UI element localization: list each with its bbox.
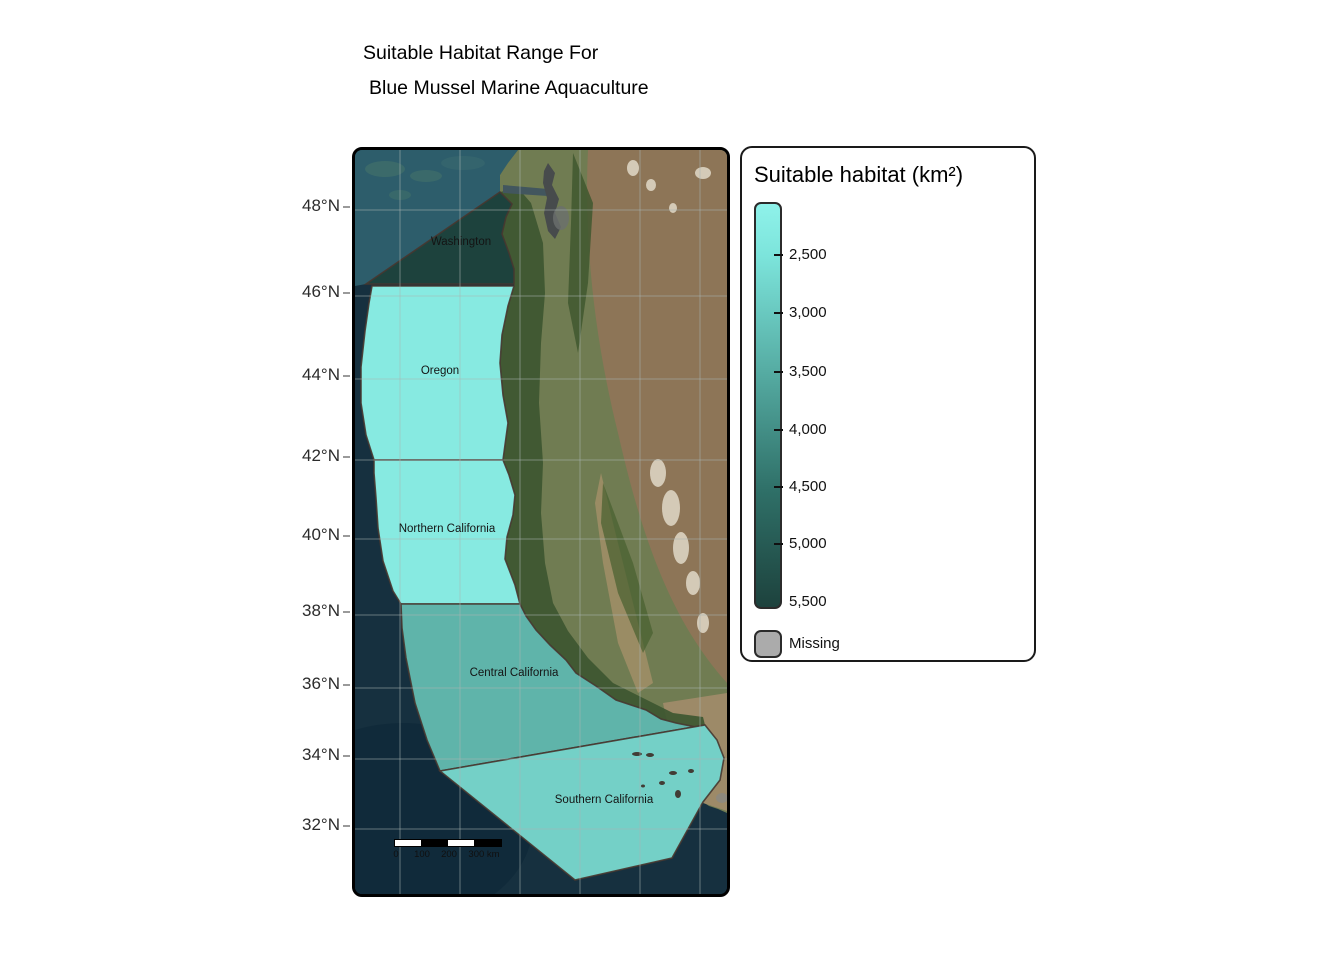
label-northern-california: Northern California <box>399 523 496 535</box>
lat-label-38n: 38°N <box>302 601 340 620</box>
scale-label-0: 0 <box>393 849 398 860</box>
colorbar-tick <box>774 371 783 373</box>
label-oregon: Oregon <box>421 365 459 377</box>
lat-tick <box>343 535 350 537</box>
lat-label-34n: 34°N <box>302 745 340 764</box>
north-waters <box>355 150 518 286</box>
lat-tick <box>343 206 350 208</box>
label-central-california: Central California <box>470 667 559 679</box>
legend-title: Suitable habitat (km²) <box>754 162 964 187</box>
mountain-snow <box>627 160 711 633</box>
urban-san-diego <box>716 793 727 803</box>
figure-title-line1: Suitable Habitat Range For <box>363 42 599 64</box>
scale-label-100: 100 <box>414 849 430 860</box>
habitat-regions <box>360 190 725 881</box>
lat-label-42n: 42°N <box>302 446 340 465</box>
map-svg: Washington Oregon Northern California Ce… <box>355 150 727 894</box>
lat-tick <box>343 684 350 686</box>
missing-label: Missing <box>789 635 840 652</box>
lat-label-32n: 32°N <box>302 815 340 834</box>
colorbar-label-2500: 2,500 <box>789 246 827 263</box>
scale-label-300km: 300 km <box>468 849 499 860</box>
lat-label-44n: 44°N <box>302 365 340 384</box>
legend-colorbar <box>754 202 782 609</box>
lat-tick <box>343 456 350 458</box>
label-southern-california: Southern California <box>555 794 654 806</box>
lat-label-48n: 48°N <box>302 196 340 215</box>
lat-tick <box>343 755 350 757</box>
colorbar-label-3000: 3,000 <box>789 304 827 321</box>
region-northern-california <box>373 459 522 605</box>
colorbar-tick <box>774 486 783 488</box>
map-panel: Washington Oregon Northern California Ce… <box>352 147 730 897</box>
lat-label-46n: 46°N <box>302 282 340 301</box>
scale-label-200: 200 <box>441 849 457 860</box>
missing-swatch <box>754 630 782 658</box>
lat-tick <box>343 611 350 613</box>
lat-tick <box>343 375 350 377</box>
colorbar-label-4000: 4,000 <box>789 421 827 438</box>
region-washington <box>363 190 515 285</box>
region-labels: Washington Oregon Northern California Ce… <box>399 236 654 806</box>
lat-label-36n: 36°N <box>302 674 340 693</box>
region-oregon <box>360 285 516 461</box>
lat-tick <box>343 825 350 827</box>
colorbar-label-3500: 3,500 <box>789 363 827 380</box>
colorbar-tick <box>774 429 783 431</box>
graticule <box>355 150 727 894</box>
colorbar-tick <box>774 312 783 314</box>
channel-islands <box>632 752 694 798</box>
colorbar-tick <box>774 254 783 256</box>
label-washington: Washington <box>431 236 491 248</box>
figure-title-line2: Blue Mussel Marine Aquaculture <box>369 77 649 99</box>
region-southern-california <box>438 724 725 881</box>
legend-panel: Suitable habitat (km²) 2,500 3,000 3,500… <box>740 146 1036 662</box>
colorbar-label-5500: 5,500 <box>789 593 827 610</box>
scale-bar: 0 100 200 300 km <box>393 839 502 860</box>
lat-label-40n: 40°N <box>302 525 340 544</box>
lat-tick <box>343 292 350 294</box>
colorbar-tick <box>774 543 783 545</box>
puget-sound <box>503 163 569 239</box>
colorbar-label-4500: 4,500 <box>789 478 827 495</box>
colorbar-label-5000: 5,000 <box>789 535 827 552</box>
